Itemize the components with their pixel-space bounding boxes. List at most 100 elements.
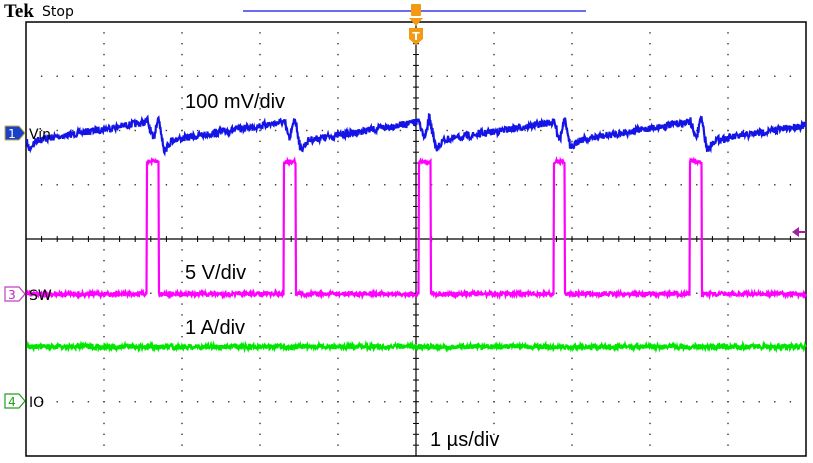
grid-dot xyxy=(571,64,573,67)
grid-dot xyxy=(649,108,651,110)
grid-dot xyxy=(493,260,495,262)
grid-dot xyxy=(118,401,121,403)
grid-dot xyxy=(103,227,105,229)
grid-dot xyxy=(493,216,495,218)
grid-dot xyxy=(493,281,495,284)
grid-dot xyxy=(103,401,105,403)
grid-dot xyxy=(586,75,589,77)
channel-1-marker[interactable]: 1 xyxy=(4,125,26,141)
grid-dot xyxy=(103,173,105,175)
grid-dot xyxy=(337,43,339,45)
grid-dot xyxy=(493,433,495,435)
grid-dot xyxy=(259,227,261,229)
grid-dot xyxy=(259,194,261,197)
grid-dot xyxy=(259,64,261,67)
grid-dot xyxy=(181,379,183,381)
grid-dot xyxy=(181,184,183,186)
grid-dot xyxy=(649,140,651,143)
grid-dot xyxy=(493,379,495,381)
grid-dot xyxy=(259,249,261,251)
grid-dot xyxy=(103,368,105,370)
channel-3-marker[interactable]: 3 xyxy=(4,286,26,302)
grid-dot xyxy=(571,140,573,143)
grid-dot xyxy=(337,97,339,99)
grid-dot xyxy=(571,379,573,381)
grid-dot xyxy=(40,129,43,132)
grid-dot xyxy=(633,75,636,77)
trigger-position-marker[interactable]: T xyxy=(409,4,423,45)
svg-text:4: 4 xyxy=(8,395,16,409)
grid-dot xyxy=(649,335,651,338)
grid-dot xyxy=(103,86,105,88)
grid-dot xyxy=(259,151,261,153)
grid-dot xyxy=(399,129,402,132)
waveforms xyxy=(25,113,807,354)
grid-dot xyxy=(680,401,682,403)
grid-dot xyxy=(337,444,339,446)
grid-dot xyxy=(134,75,136,77)
channel-4-marker[interactable]: 4 xyxy=(4,393,26,409)
grid-dot xyxy=(727,53,729,56)
grid-dot xyxy=(337,433,339,435)
grid-dot xyxy=(649,64,651,67)
grid-dot xyxy=(259,205,261,208)
grid-dot xyxy=(696,184,698,186)
grid-dot xyxy=(103,43,105,45)
grid-dot xyxy=(742,184,745,186)
grid-dot xyxy=(259,118,261,121)
grid-dot xyxy=(259,260,261,262)
grid-dot xyxy=(290,75,292,77)
grid-dot xyxy=(680,129,682,132)
grid-dot xyxy=(555,401,558,403)
grid-dot xyxy=(727,32,729,34)
grid-dot xyxy=(321,401,324,403)
grid-dot xyxy=(649,270,651,273)
grid-dot xyxy=(259,325,261,327)
grid-dot xyxy=(103,249,105,251)
trigger-level-marker[interactable] xyxy=(792,227,806,237)
grid-dot xyxy=(649,433,651,435)
grid-dot xyxy=(524,129,526,132)
grid-dot xyxy=(727,162,729,164)
grid-dot xyxy=(555,184,558,186)
grid-dot xyxy=(181,281,183,284)
grid-dot xyxy=(103,108,105,110)
grid-dot xyxy=(259,140,261,143)
grid-dot xyxy=(103,444,105,446)
grid-dot xyxy=(150,184,152,186)
grid-dot xyxy=(103,422,105,425)
grid-dot xyxy=(181,390,183,392)
grid-dot xyxy=(243,184,246,186)
grid-dot xyxy=(337,162,339,164)
grid-dot xyxy=(103,379,105,381)
grid-dot xyxy=(368,184,370,186)
grid-dot xyxy=(727,86,729,88)
grid-dot xyxy=(571,162,573,164)
grid-dot xyxy=(103,140,105,143)
grid-dot xyxy=(477,401,480,403)
grid-dot xyxy=(571,32,573,34)
svg-text:1: 1 xyxy=(8,127,16,141)
grid-dot xyxy=(649,281,651,284)
grid-dot xyxy=(259,129,261,132)
grid-dot xyxy=(540,75,542,77)
grid-dot xyxy=(727,433,729,435)
grid-dot xyxy=(524,75,526,77)
grid-dot xyxy=(337,140,339,143)
grid-dot xyxy=(181,75,183,77)
grid-dot xyxy=(462,184,464,186)
grid-dot xyxy=(259,108,261,110)
grid-dot xyxy=(103,151,105,153)
grid-dot xyxy=(259,379,261,381)
ch1-scale-annotation: 100 mV/div xyxy=(185,91,285,113)
grid-dot xyxy=(649,216,651,218)
grid-dot xyxy=(165,401,168,403)
ch3-scale-annotation: 5 V/div xyxy=(185,262,246,284)
grid-dot xyxy=(696,401,698,403)
grid-dot xyxy=(571,433,573,435)
grid-dot xyxy=(493,227,495,229)
grid-dot xyxy=(727,129,729,132)
grid-dot xyxy=(259,401,261,403)
grid-dot xyxy=(727,173,729,175)
grid-dot xyxy=(337,75,339,77)
